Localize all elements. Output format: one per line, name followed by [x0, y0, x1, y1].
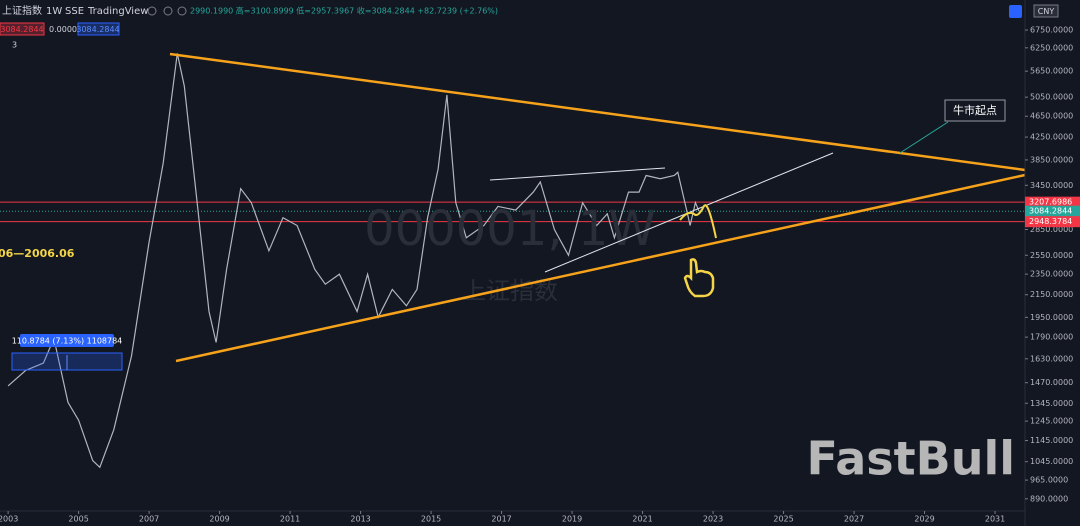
price-box-text: 3084.2844	[0, 25, 43, 34]
y-tick-label: 4250.0000	[1030, 133, 1073, 142]
symbol-name: 上证指数	[2, 4, 42, 17]
hand-icon	[683, 258, 715, 298]
y-tick-label: 2550.0000	[1030, 251, 1073, 260]
price-label: 2948.3784	[1029, 217, 1072, 226]
y-tick-label: 2350.0000	[1030, 270, 1073, 279]
callout-box	[944, 99, 1006, 122]
channel-line	[489, 167, 666, 181]
y-tick-label: 4650.0000	[1030, 112, 1073, 121]
x-tick-label: 2023	[703, 515, 723, 524]
price-box-text: 3084.2844	[76, 25, 119, 34]
x-tick-label: 2029	[914, 515, 934, 524]
callout-text: 牛市起点	[953, 103, 997, 117]
price-label-box	[1025, 196, 1080, 208]
y-tick-label: 1950.0000	[1030, 313, 1073, 322]
y-tick-label: 6750.0000	[1030, 26, 1073, 35]
interval: 1W	[46, 6, 62, 17]
y-tick-label: 1345.0000	[1030, 399, 1073, 408]
logo: FastBull	[807, 432, 1015, 486]
trendline-lower	[175, 173, 1026, 363]
price-label: 3084.2844	[1029, 207, 1072, 216]
currency[interactable]: CNY	[1038, 7, 1055, 16]
watermark-symbol: 000001, 1W	[364, 201, 656, 257]
sync-button[interactable]	[1009, 5, 1022, 18]
x-tick-label: 2021	[632, 515, 652, 524]
measure-label-box	[20, 334, 114, 347]
plot-area	[0, 53, 1025, 469]
y-tick-label: 5650.0000	[1030, 67, 1073, 76]
x-tick-label: 2025	[773, 515, 793, 524]
y-tick-label: 2850.0000	[1030, 225, 1073, 234]
x-tick-label: 2015	[421, 515, 441, 524]
x-tick-label: 2003	[0, 515, 18, 524]
callout-line	[899, 121, 949, 154]
y-tick-label: 5050.0000	[1030, 93, 1073, 102]
date-range-label: 06—2006.06	[0, 247, 75, 260]
y-tick-label: 3850.0000	[1030, 155, 1073, 164]
x-tick-label: 2009	[209, 515, 229, 524]
measure-label: 110.8784 (7.13%) 1108784	[12, 337, 123, 346]
x-tick-label: 2017	[491, 515, 511, 524]
y-tick-label: 1045.0000	[1030, 457, 1073, 466]
trendline-upper	[169, 52, 1026, 172]
x-tick-label: 2013	[350, 515, 370, 524]
currency-button[interactable]	[1033, 4, 1059, 18]
indicator-count[interactable]: 3	[12, 41, 17, 50]
price-box	[0, 22, 45, 36]
y-tick-label: 890.0000	[1030, 494, 1068, 503]
eye-icon[interactable]	[147, 6, 157, 16]
y-tick-label: 1790.0000	[1030, 333, 1073, 342]
price-label-box	[1025, 216, 1080, 228]
axes: 6750.0000 6250.0000 5650.0000 5050.0000 4650…	[0, 26, 1080, 524]
price-axis	[1025, 0, 1080, 526]
y-tick-label: 1245.0000	[1030, 417, 1073, 426]
x-tick-label: 2007	[139, 515, 159, 524]
price-label-box	[1025, 205, 1080, 217]
settings-icon[interactable]	[163, 6, 173, 16]
y-tick-label: 1630.0000	[1030, 354, 1073, 363]
price-box	[77, 22, 120, 36]
projection-path	[679, 204, 717, 239]
exchange: SSE	[65, 6, 84, 17]
ohlc: 2990.1990 高=3100.8999 低=2957.3967 收=3084…	[190, 6, 498, 16]
price-label: 3207.6986	[1029, 198, 1072, 207]
change-text: 0.0000	[49, 25, 77, 34]
y-tick-label: 1470.0000	[1030, 378, 1073, 387]
x-tick-label: 2005	[68, 515, 88, 524]
x-tick-label: 2031	[985, 515, 1005, 524]
x-tick-label: 2019	[562, 515, 582, 524]
more-icon[interactable]	[177, 6, 187, 16]
source: TradingView	[87, 6, 148, 17]
y-tick-label: 2150.0000	[1030, 290, 1073, 299]
y-tick-label: 965.0000	[1030, 476, 1068, 485]
x-tick-label: 2027	[844, 515, 864, 524]
y-tick-label: 3450.0000	[1030, 181, 1073, 190]
x-tick-label: 2011	[280, 515, 300, 524]
y-tick-label: 6250.0000	[1030, 43, 1073, 52]
price-line-series	[7, 53, 700, 469]
y-tick-label: 1145.0000	[1030, 436, 1073, 445]
